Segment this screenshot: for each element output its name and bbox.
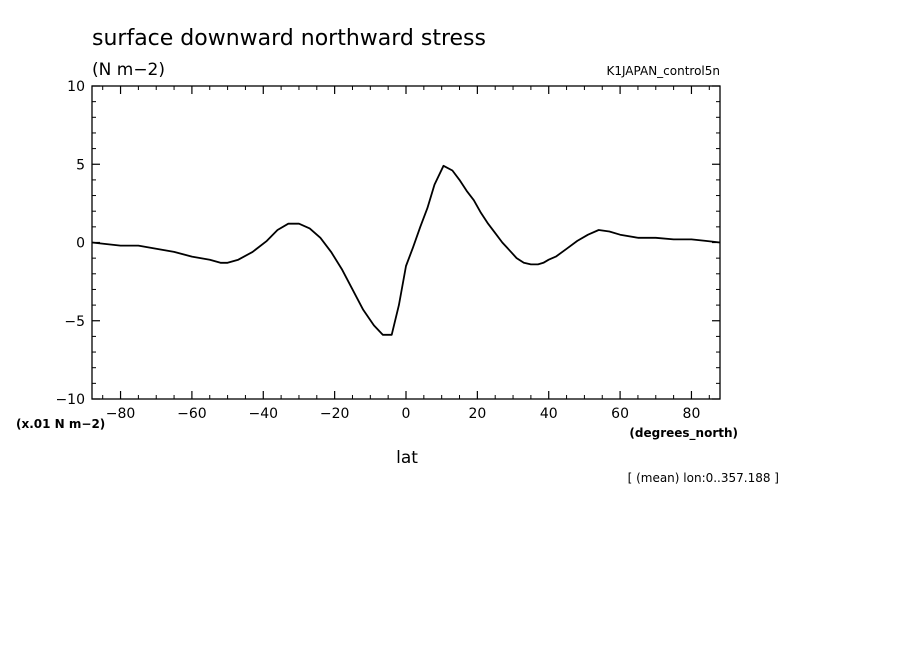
axes-group: −80 −60 −40 −20 0 20 40 60 80 10 5 0 −5 −10 [55,79,721,422]
footnote: [ (mean) lon:0..357.188 ] [628,471,779,485]
x-tick-label: 40 [540,406,558,422]
x-tick-label: −20 [320,406,350,422]
x-axis-label: lat [396,448,418,468]
y-tick-label: −5 [64,314,85,330]
chart-units: (N m−2) [92,60,165,80]
x-units-label: (degrees_north) [629,426,738,441]
y-tick-label: −10 [55,392,85,408]
y-tick-label: 10 [67,79,85,95]
chart-title: surface downward northward stress [92,26,486,51]
scale-note: (x.01 N m−2) [16,417,105,431]
y-tick-label: 5 [76,157,85,173]
plot-group [91,164,721,336]
series-line [91,164,721,336]
x-tick-label: 80 [683,406,701,422]
y-tick-label: 0 [76,236,85,252]
x-tick-label: 20 [468,406,486,422]
x-tick-label: 0 [402,406,411,422]
x-tick-label: 60 [611,406,629,422]
x-tick-label: −40 [248,406,278,422]
x-tick-label: −80 [106,406,136,422]
plot-frame [91,85,721,400]
x-tick-label: −60 [177,406,207,422]
dataset-label: K1JAPAN_control5n [606,64,720,78]
